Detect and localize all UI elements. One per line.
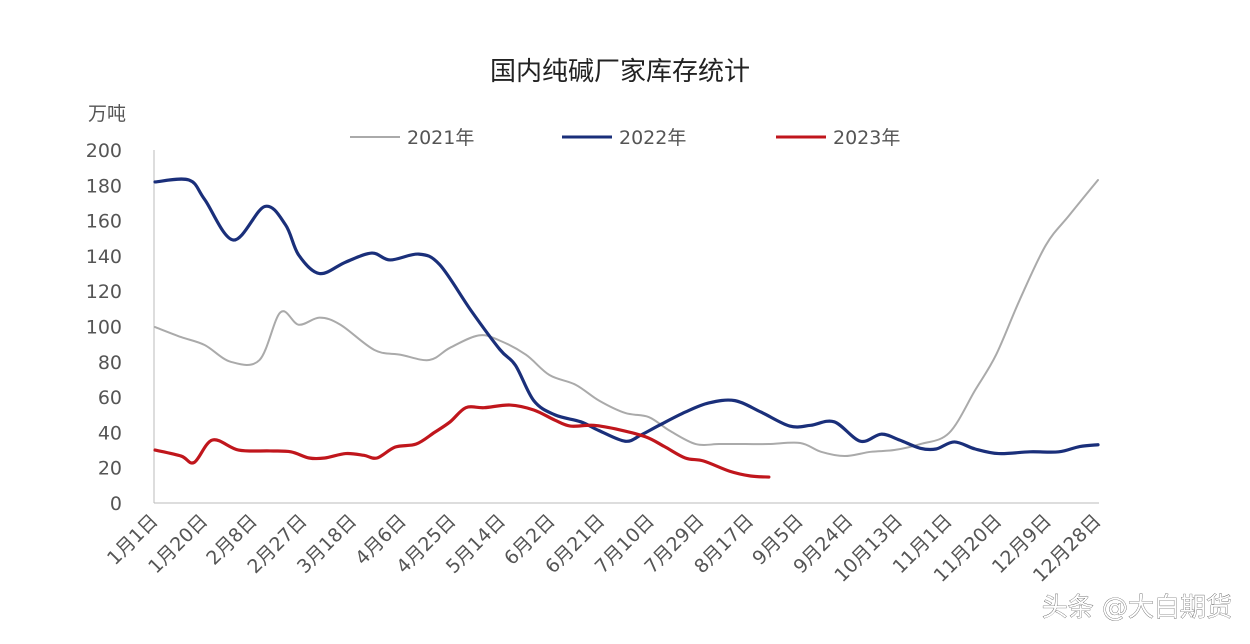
legend-label: 2023年 (833, 127, 900, 149)
y-tick-label: 160 (86, 211, 122, 233)
y-tick-label: 200 (86, 140, 122, 162)
y-tick-label: 20 (98, 458, 122, 480)
y-tick-label: 120 (86, 281, 122, 303)
series-line-2021年 (154, 179, 1099, 458)
y-tick-label: 40 (98, 422, 122, 444)
series-line-2022年 (153, 177, 1100, 456)
watermark: 头条 @大白期货 (1042, 593, 1232, 623)
y-tick-label: 60 (98, 387, 122, 409)
y-ticks: 0 20 40 60 80 100 120 140 160 180 200 (86, 140, 122, 515)
y-tick-label: 80 (98, 352, 122, 374)
y-tick-label: 100 (86, 317, 122, 339)
series-lines (153, 177, 1100, 479)
legend: 2021年 2022年 2023年 (350, 127, 900, 149)
y-tick-label: 180 (86, 175, 122, 197)
chart-title: 国内纯碱厂家库存统计 (490, 57, 750, 87)
legend-label: 2021年 (407, 127, 474, 149)
y-axis-label: 万吨 (88, 103, 126, 125)
legend-label: 2022年 (619, 127, 686, 149)
series-line-2023年 (153, 403, 771, 479)
y-tick-label: 0 (110, 493, 122, 515)
y-tick-label: 140 (86, 246, 122, 268)
x-ticks: 1月1日1月20日2月8日2月27日3月18日4月6日4月25日5月14日6月2… (103, 510, 1106, 587)
